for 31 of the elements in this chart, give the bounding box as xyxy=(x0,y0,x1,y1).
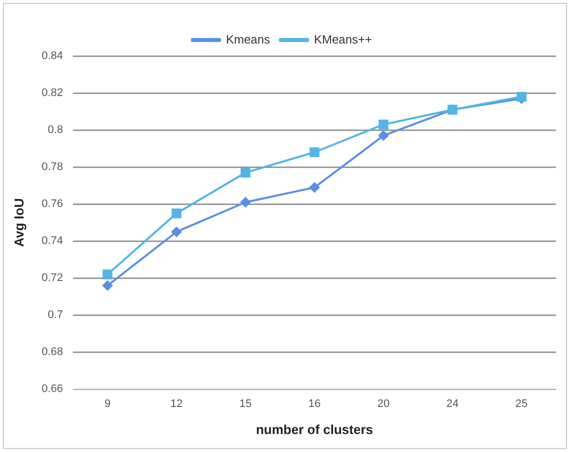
point xyxy=(310,147,320,158)
point xyxy=(378,130,389,141)
y-tick-label: 0.66 xyxy=(42,383,64,396)
x-tick-label: 12 xyxy=(170,398,183,410)
y-tick-label: 0.68 xyxy=(42,346,64,358)
x-tick-label: 16 xyxy=(308,398,321,410)
legend-label: Kmeans xyxy=(226,32,270,46)
point xyxy=(310,182,320,192)
point xyxy=(240,168,250,178)
legend-label: KMeans++ xyxy=(314,32,372,46)
y-tick-label: 0.84 xyxy=(42,50,64,62)
point xyxy=(378,120,388,130)
y-tick-label: 0.72 xyxy=(42,272,64,284)
point xyxy=(172,208,182,218)
point xyxy=(240,197,251,208)
point xyxy=(102,270,112,280)
y-axis-title: Avg IoU xyxy=(11,198,26,247)
y-tick-label: 0.74 xyxy=(42,235,64,248)
y-tick-label: 0.8 xyxy=(48,124,64,136)
x-tick-label: 24 xyxy=(446,398,459,410)
x-axis-title: number of clusters xyxy=(256,422,374,437)
y-tick-label: 0.7 xyxy=(48,309,64,322)
x-tick-label: 25 xyxy=(515,398,528,410)
point xyxy=(172,226,182,237)
y-tick-label: 0.78 xyxy=(42,161,64,174)
point xyxy=(102,280,113,291)
x-tick-label: 9 xyxy=(104,398,111,410)
x-tick-label: 15 xyxy=(239,398,252,410)
x-tick-label: 20 xyxy=(377,398,390,410)
y-tick-label: 0.76 xyxy=(42,198,64,210)
y-tick-label: 0.82 xyxy=(42,87,64,100)
